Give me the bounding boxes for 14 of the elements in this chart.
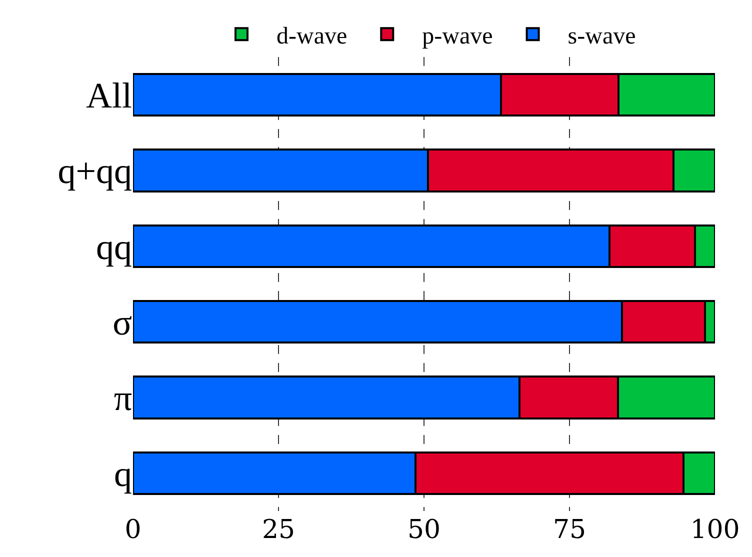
y-tick-label: σ [112,302,132,342]
y-tick-label: All [86,75,132,116]
x-tick-label: 25 [262,515,296,545]
legend-label: p-wave [422,23,493,50]
x-tick-label: 100 [690,515,740,545]
x-tick-label: 75 [552,515,586,545]
legend-label: d-wave [276,23,348,50]
y-tick-label: π [114,378,132,418]
legend-label: s-wave [568,23,636,50]
y-tick-label: q+qq [58,151,132,192]
y-tick-label: qq [96,226,132,267]
x-tick-label: 50 [407,515,441,545]
y-tick-label: q [114,454,132,494]
x-tick-label: 0 [124,515,142,545]
